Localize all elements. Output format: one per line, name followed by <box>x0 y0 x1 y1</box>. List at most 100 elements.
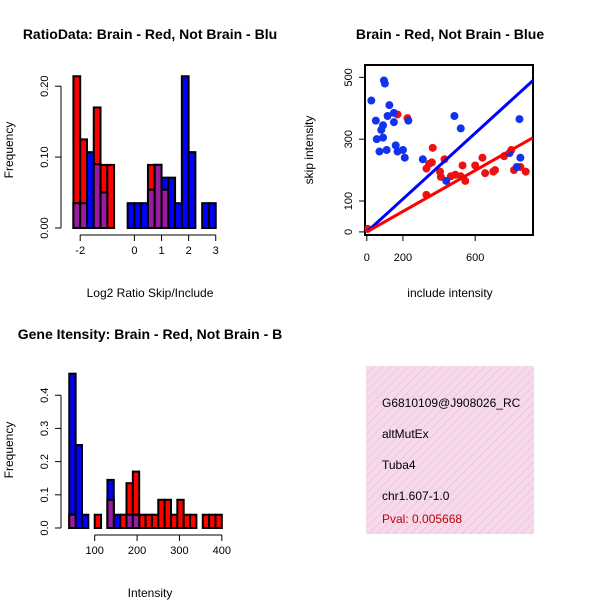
info-location: chr1.607-1.0 <box>382 489 450 503</box>
ratio-x-tick-label: -2 <box>75 245 85 257</box>
scatter-plot-area: 0 200 600 0 100 300 500 <box>343 64 534 264</box>
scatter-point-not-brain <box>400 153 409 162</box>
ratio-bar-overlap <box>92 163 102 230</box>
scatter-x-tick-label: 0 <box>364 252 370 264</box>
ratio-bar-not-brain <box>133 202 143 230</box>
scatter-point-not-brain <box>450 112 459 120</box>
scatter-point-not-brain <box>375 147 384 156</box>
scatter-point-brain <box>491 166 500 175</box>
scatter-y-tick-label: 500 <box>343 68 355 86</box>
scatter-point-not-brain <box>379 133 388 142</box>
scatter-y-tick-label: 300 <box>343 130 355 148</box>
scatter-frame <box>364 64 534 236</box>
scatter-point-brain <box>427 158 436 167</box>
scatter-title: Brain - Red, Not Brain - Blue <box>356 26 544 42</box>
scatter-point-not-brain <box>515 115 524 124</box>
ratio-histogram-panel: RatioData: Brain - Red, Not Brain - Blu … <box>2 26 277 300</box>
scatter-point-not-brain <box>372 135 381 144</box>
info-event-id: G6810109@J908026_RC <box>382 396 521 410</box>
ratio-bar-not-brain <box>187 151 197 229</box>
ratio-bar-not-brain <box>201 202 210 230</box>
intensity-bar-overlap <box>68 513 77 529</box>
ratio-histogram-axes: -2 0 1 2 3 0.00 0.10 0.20 <box>39 75 219 257</box>
event-info-box: G6810109@J908026_RC altMutEx Tuba4 chr1.… <box>366 366 534 534</box>
gene-intensity-ylabel: Frequency <box>2 422 16 479</box>
gene-intensity-xlabel: Intensity <box>128 586 173 600</box>
scatter-point-brain <box>471 161 480 170</box>
scatter-point-not-brain <box>398 146 407 154</box>
scatter-y-tick-label: 0 <box>343 229 355 235</box>
scatter-point-not-brain <box>389 108 398 117</box>
intensity-scatter-panel: Brain - Red, Not Brain - Blue include in… <box>302 26 544 300</box>
scatter-fit-line-red <box>366 136 533 234</box>
ratio-x-tick-label: 0 <box>131 245 137 257</box>
ratio-bar-overlap <box>79 202 88 230</box>
scatter-point-not-brain <box>389 118 398 127</box>
scatter-point-not-brain <box>512 163 521 171</box>
ratio-y-tick-label: 0.10 <box>39 146 51 167</box>
ratio-histogram-ylabel: Frequency <box>2 122 16 179</box>
ratio-bar-overlap <box>72 202 82 230</box>
ratio-bar-overlap <box>99 191 109 229</box>
intensity-bar-not-brain <box>74 444 83 529</box>
ratio-bar-not-brain <box>174 202 183 230</box>
gene-intensity-histogram-panel: Gene Itensity: Brain - Red, Not Brain - … <box>2 326 282 600</box>
ratio-x-tick-label: 1 <box>158 245 164 257</box>
scatter-point-not-brain <box>385 101 394 110</box>
ratio-bar-not-brain <box>85 151 95 229</box>
intensity-x-tick-label: 100 <box>86 545 104 557</box>
scatter-x-tick-label: 200 <box>394 252 412 264</box>
intensity-y-tick-label: 0.0 <box>39 520 51 535</box>
intensity-bar-brain <box>93 513 103 529</box>
ratio-histogram-bars <box>72 75 217 230</box>
scatter-point-not-brain <box>516 153 525 162</box>
ratio-bar-not-brain <box>207 202 217 230</box>
ratio-x-tick-label: 2 <box>186 245 192 257</box>
scatter-point-not-brain <box>442 176 451 185</box>
gene-intensity-title: Gene Itensity: Brain - Red, Not Brain - … <box>18 326 282 342</box>
scatter-point-not-brain <box>371 116 380 125</box>
scatter-xlabel: include intensity <box>407 286 492 300</box>
scatter-point-not-brain <box>391 141 400 150</box>
intensity-x-tick-label: 400 <box>213 545 231 557</box>
scatter-point-not-brain <box>380 79 389 88</box>
ratio-bar-brain <box>106 163 116 230</box>
ratio-y-tick-label: 0.20 <box>39 75 51 96</box>
ratio-bar-not-brain <box>167 176 177 229</box>
scatter-point-brain <box>458 161 467 170</box>
scatter-point-brain <box>521 167 530 176</box>
ratio-x-tick-label: 3 <box>213 245 219 257</box>
ratio-bar-overlap <box>153 163 163 230</box>
scatter-y-tick-label: 100 <box>343 192 355 210</box>
intensity-y-tick-label: 0.2 <box>39 454 51 469</box>
gene-intensity-axes: 100 200 300 400 0.0 0.1 0.2 0.3 0.4 <box>39 388 231 557</box>
scatter-point-not-brain <box>418 155 427 164</box>
scatter-marks <box>365 76 533 234</box>
info-gene: Tuba4 <box>382 458 416 472</box>
scatter-fit-line-blue <box>365 79 533 234</box>
ratio-bar-overlap <box>160 188 170 229</box>
scatter-point-not-brain <box>367 96 376 105</box>
intensity-y-tick-label: 0.3 <box>39 421 51 436</box>
ratio-histogram-xlabel: Log2 Ratio Skip/Include <box>87 286 214 300</box>
info-pval: Pval: 0.005668 <box>382 512 463 526</box>
scatter-point-brain <box>478 153 487 162</box>
ratio-bar-overlap <box>146 188 156 229</box>
gene-intensity-bars <box>68 372 223 530</box>
intensity-bar-overlap <box>131 513 141 529</box>
ratio-bar-not-brain <box>180 75 190 229</box>
info-event-type: altMutEx <box>382 427 429 441</box>
ratio-histogram-title: RatioData: Brain - Red, Not Brain - Blu <box>23 26 277 42</box>
intensity-x-tick-label: 300 <box>170 545 188 557</box>
scatter-ylabel: skip intensity <box>302 116 316 185</box>
ratio-bar-not-brain <box>126 202 136 230</box>
intensity-bar-brain <box>214 513 223 529</box>
intensity-y-tick-label: 0.4 <box>39 388 51 403</box>
intensity-bar-not-brain <box>80 513 90 529</box>
scatter-point-brain <box>481 169 490 178</box>
scatter-point-brain <box>428 143 437 152</box>
ratio-y-tick-label: 0.00 <box>39 217 51 238</box>
ratio-bar-not-brain <box>140 202 149 230</box>
intensity-x-tick-label: 200 <box>128 545 146 557</box>
